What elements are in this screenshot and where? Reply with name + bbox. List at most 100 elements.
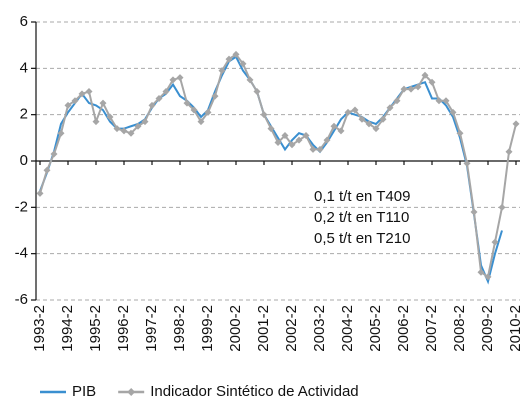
point-marker: [435, 97, 443, 105]
legend-label: PIB: [72, 383, 96, 400]
point-marker: [57, 129, 65, 137]
point-marker: [498, 203, 506, 211]
x-tick-label: 2006-2: [395, 305, 412, 352]
point-marker: [78, 90, 86, 98]
x-tick-label: 1999-2: [199, 305, 216, 352]
point-marker: [50, 150, 58, 158]
x-tick-label: 1998-2: [171, 305, 188, 352]
x-tick-label: 2008-2: [451, 305, 468, 352]
y-tick-label: -4: [15, 245, 28, 262]
annotation: 0,5 t/t en T210: [314, 230, 410, 247]
point-marker: [337, 127, 345, 135]
point-marker: [505, 148, 513, 156]
point-marker: [169, 76, 177, 84]
point-marker: [281, 132, 289, 140]
point-marker: [316, 145, 324, 153]
point-marker: [400, 85, 408, 93]
point-marker: [344, 108, 352, 116]
series-line: [39, 55, 503, 285]
x-tick-label: 2009-2: [479, 305, 496, 352]
point-marker: [239, 60, 247, 68]
point-marker: [36, 189, 44, 197]
point-marker: [99, 99, 107, 107]
point-marker: [260, 111, 268, 119]
annotation: 0,1 t/t en T409: [314, 188, 410, 205]
x-tick-label: 2003-2: [311, 305, 328, 352]
point-marker: [267, 125, 275, 133]
x-tick-label: 1997-2: [143, 305, 160, 352]
point-marker: [106, 113, 114, 121]
point-marker: [211, 92, 219, 100]
point-marker: [309, 145, 317, 153]
point-marker: [491, 238, 499, 246]
series-line: [39, 53, 517, 279]
point-marker: [428, 78, 436, 86]
point-marker: [477, 268, 485, 276]
point-marker: [393, 97, 401, 105]
point-marker: [470, 208, 478, 216]
point-marker: [225, 55, 233, 63]
point-marker: [246, 76, 254, 84]
point-marker: [449, 108, 457, 116]
point-marker: [442, 97, 450, 105]
point-marker: [92, 118, 100, 126]
point-marker: [113, 125, 121, 133]
point-marker: [288, 141, 296, 149]
point-marker: [414, 83, 422, 91]
x-tick-label: 2007-2: [423, 305, 440, 352]
x-tick-label: 2000-2: [227, 305, 244, 352]
x-tick-label: 2004-2: [339, 305, 356, 352]
point-marker: [330, 122, 338, 130]
point-marker: [379, 115, 387, 123]
y-tick-label: 2: [20, 106, 28, 123]
point-marker: [141, 118, 149, 126]
x-tick-label: 2002-2: [283, 305, 300, 352]
point-marker: [484, 273, 492, 281]
legend-label: Indicador Sintético de Actividad: [150, 383, 358, 400]
point-marker: [155, 94, 163, 102]
point-marker: [386, 104, 394, 112]
point-marker: [407, 85, 415, 93]
point-marker: [456, 129, 464, 137]
point-marker: [71, 97, 79, 105]
y-tick-label: -6: [15, 291, 28, 308]
point-marker: [358, 115, 366, 123]
point-marker: [120, 127, 128, 135]
point-marker: [148, 101, 156, 109]
x-tick-label: 1993-2: [31, 305, 48, 352]
point-marker: [43, 166, 51, 174]
point-marker: [421, 71, 429, 79]
point-marker: [85, 88, 93, 95]
point-marker: [232, 50, 240, 58]
y-tick-label: 0: [20, 152, 28, 169]
point-marker: [176, 74, 184, 82]
point-marker: [512, 120, 520, 128]
point-marker: [162, 88, 170, 95]
x-tick-label: 1996-2: [115, 305, 132, 352]
y-tick-label: 6: [20, 13, 28, 30]
point-marker: [127, 129, 135, 137]
x-tick-label: 1995-2: [87, 305, 104, 352]
point-marker: [64, 101, 72, 109]
point-marker: [365, 120, 373, 128]
point-marker: [134, 122, 142, 130]
legend-marker: [127, 388, 136, 396]
x-tick-label: 2005-2: [367, 305, 384, 352]
point-marker: [351, 106, 359, 114]
x-tick-label: 1994-2: [59, 305, 76, 352]
point-marker: [197, 118, 205, 126]
point-marker: [190, 106, 198, 114]
point-marker: [218, 67, 226, 75]
point-marker: [295, 136, 303, 144]
x-tick-label: 2010-2: [507, 305, 524, 352]
point-marker: [274, 138, 282, 146]
point-marker: [204, 108, 212, 116]
annotation: 0,2 t/t en T110: [314, 209, 409, 226]
point-marker: [323, 136, 331, 144]
point-marker: [302, 132, 310, 140]
y-tick-label: -2: [15, 198, 28, 215]
point-marker: [372, 125, 380, 133]
point-marker: [183, 99, 191, 107]
point-marker: [253, 88, 261, 95]
